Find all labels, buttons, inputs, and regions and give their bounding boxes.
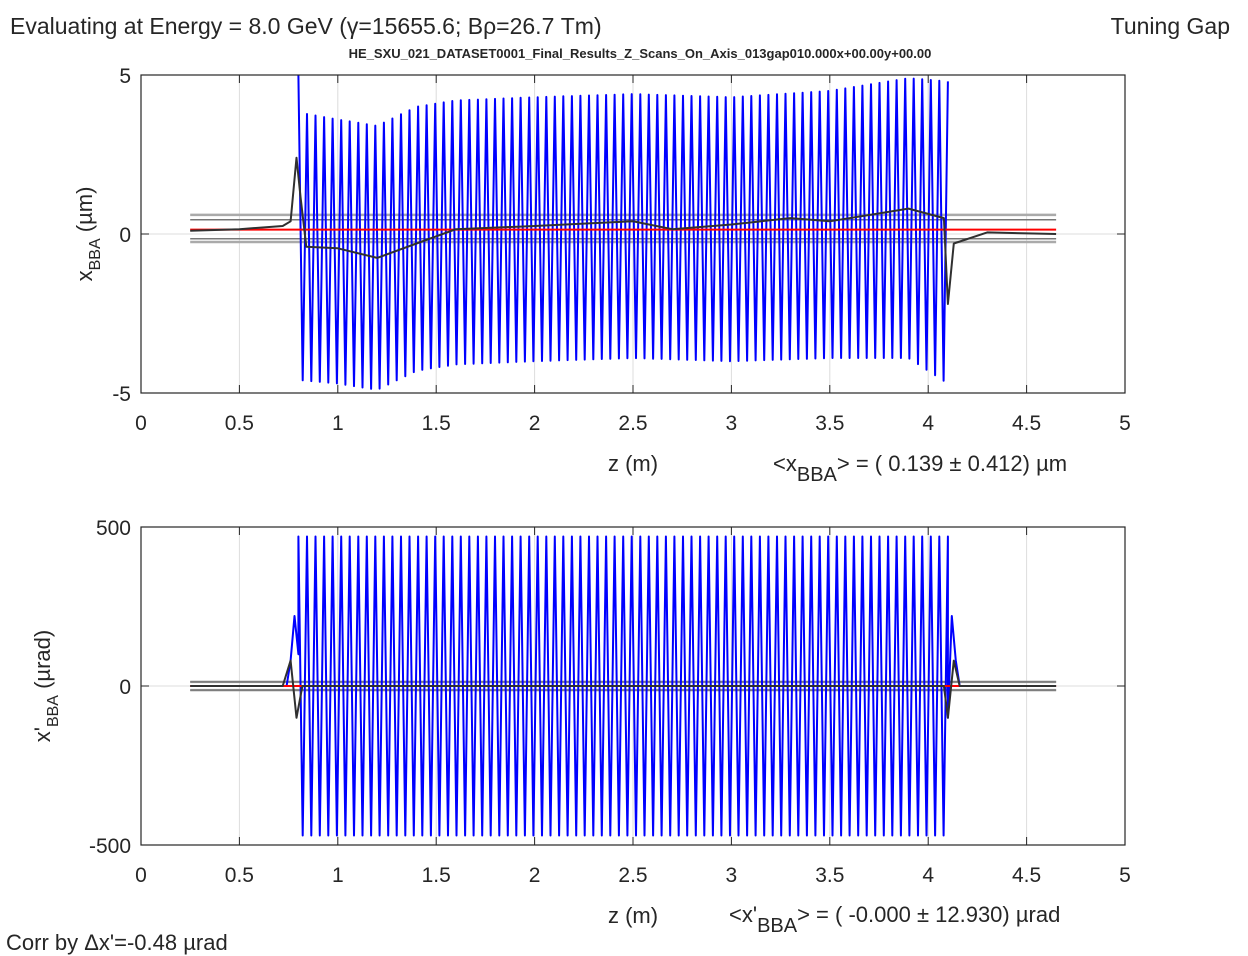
- correction-note: Corr by Δx'=-0.48 µrad: [6, 930, 228, 955]
- xp-bba-xtick-label: 0.5: [225, 864, 254, 887]
- x-bba-xtick-label: 1: [332, 412, 344, 435]
- xp-bba-xtick-label: 1: [332, 864, 344, 887]
- xp-bba-stat: <x'BBA> = ( -0.000 ± 12.930) µrad: [729, 902, 1060, 937]
- x-bba-xtick-label: 3.5: [815, 412, 844, 435]
- x-bba-xtick-label: 2.5: [618, 412, 647, 435]
- xp-bba-xtick-label: 3: [726, 864, 738, 887]
- xp-bba-ylabel-unit: (µrad): [30, 630, 55, 695]
- xp-bba-xtick-label: 4: [922, 864, 934, 887]
- x-bba-stat: <xBBA> = ( 0.139 ± 0.412) µm: [773, 451, 1067, 486]
- xp-bba-xtick-label: 0: [135, 864, 147, 887]
- xp-bba-stat-sub: BBA: [757, 915, 798, 937]
- x-bba-ytick-label: 5: [119, 65, 131, 88]
- x-bba-oscillation-trace: [297, 74, 949, 390]
- x-bba-ylabel-sub: BBA: [87, 238, 104, 270]
- xp-bba-xtick-label: 4.5: [1012, 864, 1041, 887]
- xp-bba-xtick-label: 2.5: [618, 864, 647, 887]
- xp-bba-ylabel: x'BBA (µrad): [30, 630, 62, 742]
- x-bba-xtick-label: 5: [1119, 412, 1131, 435]
- mode-label: Tuning Gap: [1111, 13, 1230, 39]
- xp-bba-traces: [190, 535, 1057, 837]
- x-bba-average-trace: [190, 156, 1057, 305]
- x-bba-stat-sub: BBA: [797, 464, 838, 486]
- x-bba-xtick-label: 0: [135, 412, 147, 435]
- x-bba-xtick-label: 4.5: [1012, 412, 1041, 435]
- x-bba-xtick-label: 2: [529, 412, 541, 435]
- xp-bba-oscillation-trace: [285, 535, 961, 837]
- xp-bba-ytick-label: 0: [119, 676, 131, 699]
- x-bba-xtick-label: 4: [922, 412, 934, 435]
- xp-bba-xtick-label: 2: [529, 864, 541, 887]
- x-bba-traces: [190, 74, 1057, 390]
- xp-bba-stat-suffix: > = ( -0.000 ± 12.930) µrad: [797, 902, 1060, 927]
- x-bba-ytick-label: -5: [112, 383, 131, 406]
- x-bba-xlabel: z (m): [608, 451, 658, 476]
- x-bba-panel: 0 0.5 1 1.5 2 2.5 3 3.5 4 4.5 5-505 z (m) xBBA (µm…: [72, 65, 1131, 486]
- energy-title: Evaluating at Energy = 8.0 GeV (γ=15655.…: [10, 13, 602, 39]
- x-bba-xtick-label: 1.5: [422, 412, 451, 435]
- x-bba-stat-suffix: > = ( 0.139 ± 0.412) µm: [837, 451, 1067, 476]
- xp-bba-xtick-label: 3.5: [815, 864, 844, 887]
- x-bba-stat-prefix: <x: [773, 451, 797, 476]
- x-bba-ylabel-unit: (µm): [72, 187, 97, 239]
- xp-bba-average-trace: [190, 659, 1057, 719]
- xp-bba-ylabel-main: x': [30, 727, 55, 742]
- xp-bba-xtick-label: 1.5: [422, 864, 451, 887]
- x-bba-ytick-label: 0: [119, 224, 131, 247]
- xp-bba-ylabel-sub: BBA: [45, 695, 62, 727]
- dataset-name: HE_SXU_021_DATASET0001_Final_Results_Z_S…: [349, 46, 932, 61]
- x-bba-ticks: 0 0.5 1 1.5 2 2.5 3 3.5 4 4.5 5-505: [112, 65, 1131, 435]
- xp-bba-ytick-label: -500: [89, 835, 131, 858]
- xp-bba-xlabel: z (m): [608, 903, 658, 928]
- x-bba-ylabel-main: x: [72, 270, 97, 281]
- xp-bba-xtick-label: 5: [1119, 864, 1131, 887]
- x-bba-xtick-label: 3: [726, 412, 738, 435]
- xp-bba-stat-prefix: <x': [729, 902, 757, 927]
- xp-bba-ytick-label: 500: [96, 517, 131, 540]
- x-bba-ylabel: xBBA (µm): [72, 187, 104, 282]
- x-bba-xtick-label: 0.5: [225, 412, 254, 435]
